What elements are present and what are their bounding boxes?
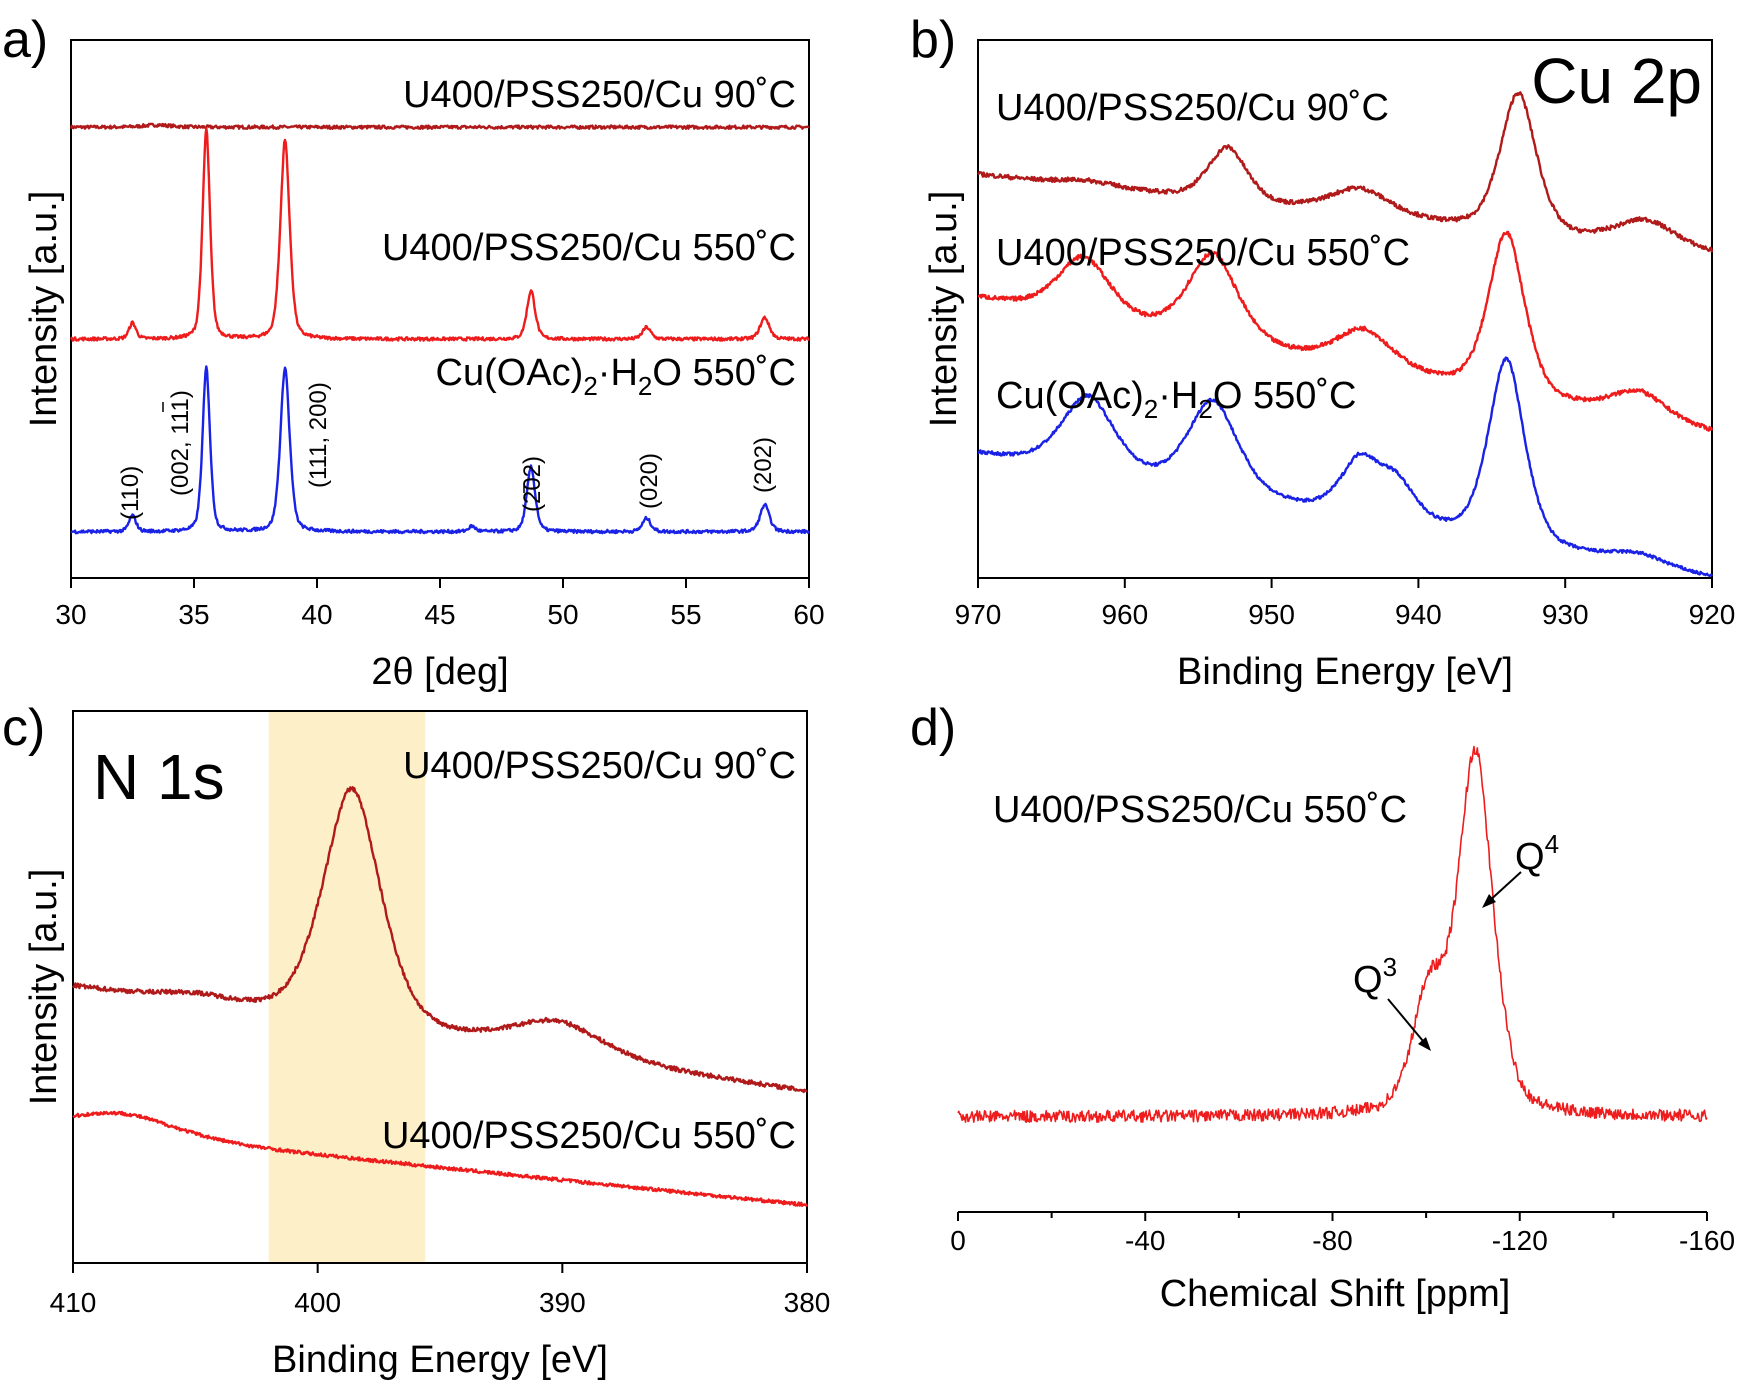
panel-b-xlabel: Binding Energy [eV] bbox=[1177, 651, 1513, 693]
panel-c-xtick-label: 380 bbox=[784, 1287, 831, 1318]
panel-c-highlight-band bbox=[268, 711, 426, 1263]
panel-d-xtick-label: -120 bbox=[1492, 1225, 1548, 1256]
panel-b: b) 970 960 950 940 930 920 Cu 2p Binding Ener… bbox=[910, 11, 1735, 693]
panel-c-series-label-550C: U400/PSS250/Cu 550˚C bbox=[382, 1115, 796, 1157]
annotation-002-111: (002, 111) bbox=[167, 390, 194, 496]
panel-c-ylabel: Intensity [a.u.] bbox=[23, 869, 65, 1106]
arrow-q3 bbox=[1387, 998, 1429, 1048]
panel-a: a) 30 35 40 45 50 55 60 2θ [deg] Intensity [a.… bbox=[2, 11, 825, 693]
panel-c-xtick-label: 390 bbox=[539, 1287, 586, 1318]
panel-d-series-0 bbox=[957, 745, 1708, 1124]
label-subscript: 2 bbox=[1198, 394, 1212, 424]
label-part: O 550˚C bbox=[652, 352, 796, 394]
panel-a-xtick-label: 40 bbox=[301, 599, 332, 630]
panel-a-series-label-cuoac: Cu(OAc)2·H2O 550˚C bbox=[436, 352, 796, 401]
panel-a-series-0 bbox=[69, 122, 810, 130]
label-subscript: 2 bbox=[638, 371, 652, 401]
panel-b-frame bbox=[977, 39, 1713, 579]
annotation-q3: Q3 bbox=[1353, 952, 1397, 1001]
label-part: Cu(OAc) bbox=[436, 352, 584, 394]
panel-a-series-1 bbox=[69, 127, 811, 342]
panel-d-xtick-label: 0 bbox=[950, 1225, 966, 1256]
arrow-q4 bbox=[1486, 871, 1522, 904]
annotation-q4-superscript: 4 bbox=[1545, 829, 1559, 859]
annotation-111-200: (111, 200) bbox=[305, 382, 332, 488]
panel-a-xlabel: 2θ [deg] bbox=[371, 651, 508, 693]
arrowhead-q3 bbox=[1418, 1037, 1431, 1051]
panel-d-xtick-label: -160 bbox=[1679, 1225, 1735, 1256]
panel-a-xtick-label: 60 bbox=[793, 599, 824, 630]
annotation-020: (020) bbox=[636, 453, 663, 509]
label-subscript: 2 bbox=[583, 371, 597, 401]
label-subscript: 2 bbox=[1144, 394, 1158, 424]
panel-c-series-0 bbox=[72, 786, 808, 1094]
panel-b-xtick-label: 970 bbox=[955, 599, 1002, 630]
panel-b-series-1 bbox=[977, 230, 1714, 432]
label-part: ·H bbox=[1158, 375, 1198, 417]
panel-b-xtick-label: 930 bbox=[1542, 599, 1589, 630]
label-part: Cu(OAc) bbox=[996, 375, 1144, 417]
panel-b-xtick-label: 920 bbox=[1689, 599, 1736, 630]
label-part: ·H bbox=[598, 352, 638, 394]
panel-c-series-1 bbox=[72, 1110, 809, 1208]
panel-c-xtick-label: 410 bbox=[50, 1287, 97, 1318]
annotation-q3-superscript: 3 bbox=[1383, 952, 1397, 982]
panel-a-xtick-label: 55 bbox=[670, 599, 701, 630]
panel-a-series-label-550C: U400/PSS250/Cu 550˚C bbox=[382, 227, 796, 269]
annotation-110: (110) bbox=[117, 466, 144, 520]
label-part: O 550˚C bbox=[1213, 375, 1357, 417]
panel-b-series-label-90C: U400/PSS250/Cu 90˚C bbox=[996, 87, 1389, 129]
panel-d-xtick-label: -80 bbox=[1312, 1225, 1352, 1256]
panel-d: d) 0 -40 -80 -120 -160 Chemical Shift [ppm] … bbox=[910, 699, 1735, 1315]
overbar-digit-1: 1 bbox=[151, 374, 178, 387]
panel-b-xtick-label: 960 bbox=[1101, 599, 1148, 630]
panel-b-series-label-cuoac: Cu(OAc)2·H2O 550˚C bbox=[996, 375, 1356, 424]
panel-c-label: c) bbox=[2, 699, 45, 757]
panel-a-xtick-label: 35 bbox=[178, 599, 209, 630]
panel-d-xlabel: Chemical Shift [ppm] bbox=[1160, 1273, 1511, 1315]
panel-c-xlabel: Binding Energy [eV] bbox=[272, 1339, 608, 1381]
panel-d-label: d) bbox=[910, 699, 956, 757]
overbar-digit-2: 2 bbox=[519, 457, 546, 470]
panel-c-title: N 1s bbox=[93, 741, 225, 813]
panel-c-xtick-label: 400 bbox=[294, 1287, 341, 1318]
panel-a-ylabel: Intensity [a.u.] bbox=[23, 191, 65, 428]
panel-a-series-2 bbox=[70, 365, 811, 535]
panel-b-series-label-550C: U400/PSS250/Cu 550˚C bbox=[996, 232, 1410, 274]
panel-a-label: a) bbox=[2, 11, 48, 69]
panel-b-ylabel: Intensity [a.u.] bbox=[923, 191, 965, 428]
panel-b-label: b) bbox=[910, 11, 956, 69]
panel-d-xtick-label: -40 bbox=[1125, 1225, 1165, 1256]
panel-d-series-label: U400/PSS250/Cu 550˚C bbox=[993, 789, 1407, 831]
panel-b-title: Cu 2p bbox=[1531, 45, 1702, 117]
panel-a-xtick-label: 50 bbox=[547, 599, 578, 630]
panel-b-xtick-label: 940 bbox=[1395, 599, 1442, 630]
panel-a-frame bbox=[70, 39, 810, 579]
annotation-q4: Q4 bbox=[1515, 829, 1559, 878]
panel-b-series-2 bbox=[977, 356, 1714, 578]
panel-b-series-0 bbox=[977, 91, 1714, 253]
panel-c-series-label-90C: U400/PSS250/Cu 90˚C bbox=[403, 745, 796, 787]
panel-c: c) 410 400 390 380 N 1s Binding Energy [eV]… bbox=[2, 699, 830, 1381]
panel-a-series-label-90C: U400/PSS250/Cu 90˚C bbox=[403, 74, 796, 116]
annotation-202: (202) bbox=[750, 437, 777, 493]
annotation-q3-letter: Q bbox=[1353, 959, 1383, 1001]
panel-b-xtick-label: 950 bbox=[1248, 599, 1295, 630]
panel-a-xtick-label: 30 bbox=[55, 599, 86, 630]
panel-a-xtick-label: 45 bbox=[424, 599, 455, 630]
annotation-q4-letter: Q bbox=[1515, 836, 1545, 878]
arrowhead-q4 bbox=[1482, 894, 1496, 908]
